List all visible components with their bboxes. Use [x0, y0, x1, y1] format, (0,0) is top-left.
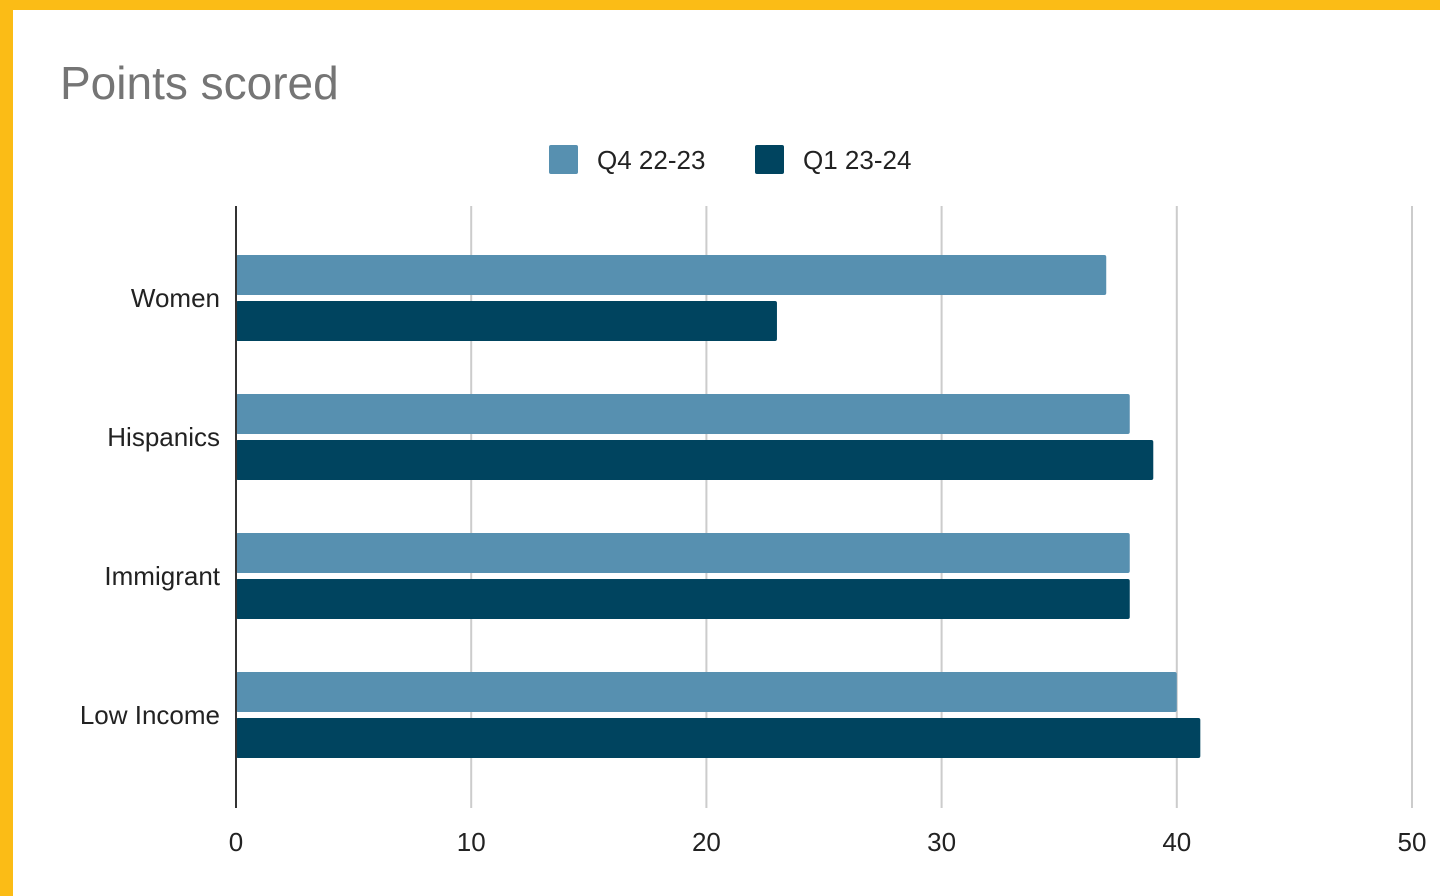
- frame-left-border: [0, 0, 13, 896]
- x-tick-label: 10: [457, 827, 486, 857]
- category-label: Women: [131, 283, 220, 313]
- legend-label: Q1 23-24: [803, 145, 911, 175]
- legend-label: Q4 22-23: [597, 145, 705, 175]
- frame-top-border: [0, 0, 1440, 10]
- legend-swatch: [549, 145, 578, 174]
- x-tick-label: 20: [692, 827, 721, 857]
- bar: [236, 672, 1177, 712]
- bar: [236, 301, 777, 341]
- bar: [236, 533, 1130, 573]
- bars: [236, 255, 1201, 758]
- bar: [236, 579, 1130, 619]
- category-label: Hispanics: [107, 422, 220, 452]
- x-tick-label: 50: [1398, 827, 1427, 857]
- gridlines: [470, 206, 1413, 808]
- category-label: Immigrant: [104, 561, 220, 591]
- bar: [236, 394, 1130, 434]
- x-tick-label: 30: [927, 827, 956, 857]
- bar: [236, 718, 1201, 758]
- axes: 0 10 20 30 40 50 Women Hispanics Immigrant Low In…: [80, 206, 1427, 857]
- chart-title: Points scored: [60, 57, 339, 109]
- x-tick-label: 0: [229, 827, 243, 857]
- x-tick-label: 40: [1162, 827, 1191, 857]
- bar: [236, 255, 1107, 295]
- category-label: Low Income: [80, 700, 220, 730]
- legend-swatch: [755, 145, 784, 174]
- bar: [236, 440, 1154, 480]
- legend: Q4 22-23 Q1 23-24: [549, 145, 911, 175]
